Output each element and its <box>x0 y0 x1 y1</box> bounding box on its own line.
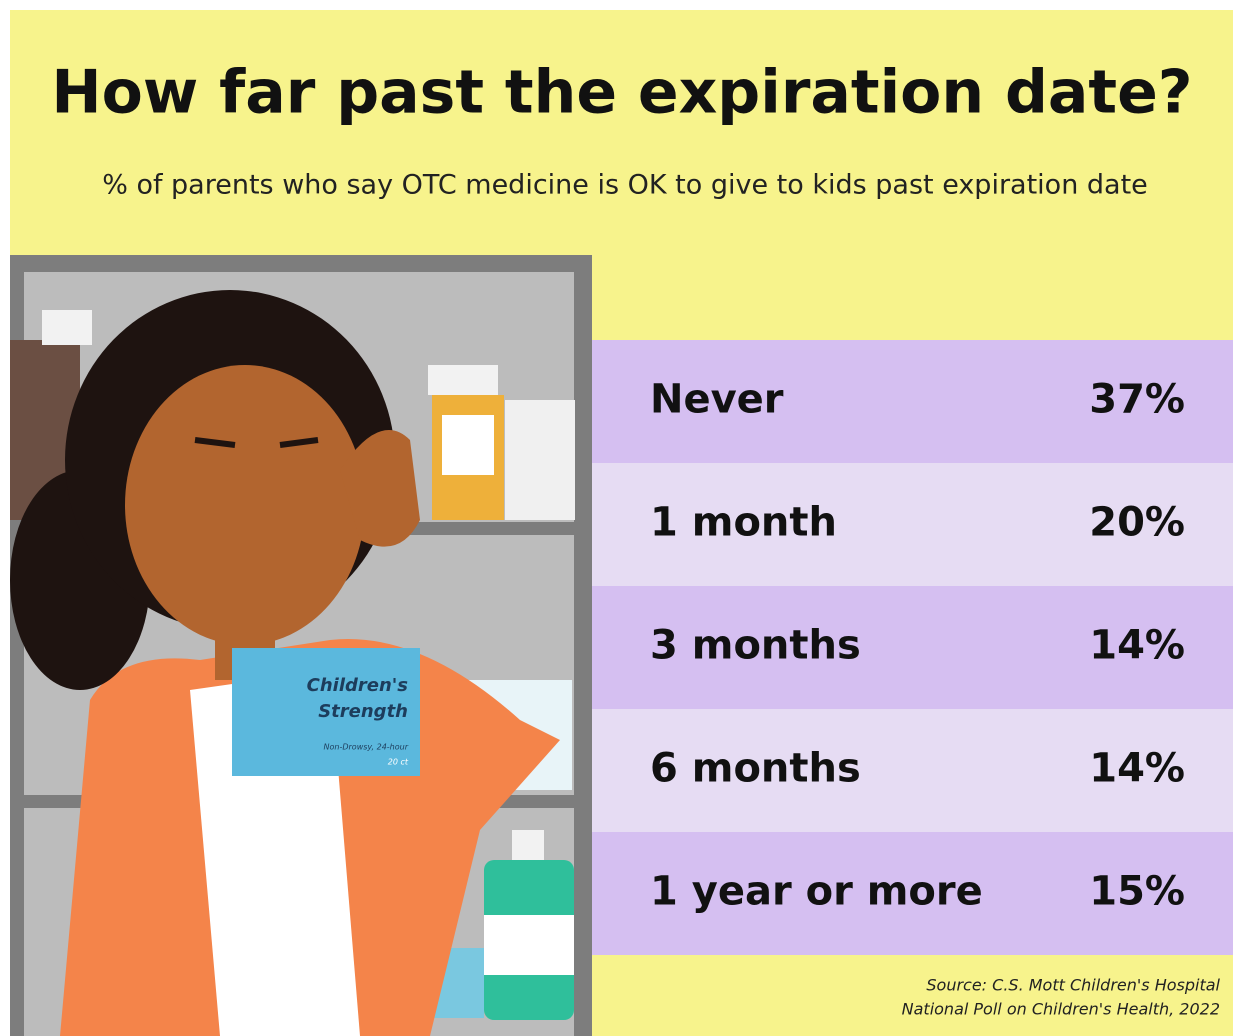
row-value: 14% <box>1089 623 1185 669</box>
bottle-cap <box>512 830 544 860</box>
box-count: 20 ct <box>388 758 409 767</box>
row-value: 15% <box>1089 869 1185 915</box>
box-text: Children's <box>307 675 409 696</box>
row-label: 1 month <box>650 500 837 546</box>
box-note: Non-Drowsy, 24-hour <box>324 743 409 752</box>
bandage-box <box>505 400 575 520</box>
row-label: 3 months <box>650 623 861 669</box>
row-value: 20% <box>1089 500 1185 546</box>
source: Source: C.S. Mott Children's Hospital <box>926 976 1220 995</box>
illustration: Children's Strength Non-Drowsy, 24-hour … <box>10 255 592 1036</box>
row-value: 14% <box>1089 746 1185 792</box>
table: Never 37% 1 month 20% 3 months 14% 6 months 14%… <box>592 340 1233 955</box>
title: How far past the expiration date? <box>51 58 1192 128</box>
source: National Poll on Children's Health, 2022 <box>902 1000 1220 1019</box>
row-value: 37% <box>1089 377 1185 423</box>
row-label: 1 year or more <box>650 869 983 915</box>
pill-cap <box>428 365 498 395</box>
subtitle: % of parents who say OTC medicine is OK … <box>102 170 1148 201</box>
pill-label <box>442 415 494 475</box>
mouthwash-label <box>484 915 574 975</box>
infographic: How far past the expiration date? % of p… <box>0 0 1233 1036</box>
row-label: Never <box>650 377 784 423</box>
box-text: Strength <box>318 701 408 722</box>
face <box>125 365 365 645</box>
page: How far past the expiration date? % of p… <box>0 0 1233 1036</box>
bottle-cap <box>42 310 92 345</box>
row-label: 6 months <box>650 746 861 792</box>
